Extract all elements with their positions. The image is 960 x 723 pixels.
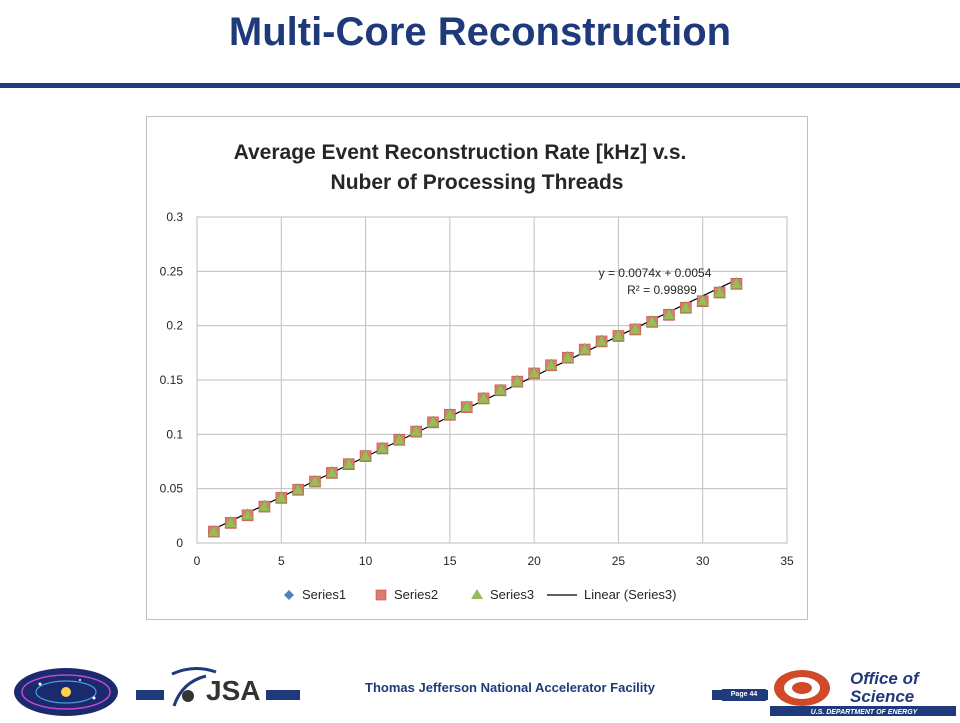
x-tick-label: 30 bbox=[696, 554, 710, 568]
jsa-logo-text: JSA bbox=[206, 675, 260, 706]
chart-title-line2: Nuber of Processing Threads bbox=[331, 171, 624, 194]
doe-logo-line3: U.S. DEPARTMENT OF ENERGY bbox=[811, 709, 919, 716]
series3-point bbox=[342, 457, 356, 469]
legend: Series1 Series2 Series3 Linear (Series3) bbox=[284, 587, 677, 602]
jsa-logo: JSA bbox=[166, 662, 266, 718]
series3-point bbox=[460, 400, 474, 412]
trend-r-squared: R² = 0.99899 bbox=[627, 283, 697, 297]
series3-point bbox=[713, 285, 726, 298]
series3-point bbox=[376, 441, 389, 454]
series3-point bbox=[426, 415, 440, 428]
series3-point bbox=[662, 307, 676, 320]
series3-point bbox=[696, 294, 710, 306]
y-tick-label: 0.3 bbox=[166, 210, 183, 224]
x-tick-label: 20 bbox=[527, 554, 541, 568]
data-markers bbox=[207, 276, 743, 538]
grid bbox=[196, 216, 788, 544]
series3-point bbox=[561, 350, 575, 363]
chart-area: Average Event Reconstruction Rate [kHz] … bbox=[146, 116, 808, 620]
reconstruction-rate-chart: Average Event Reconstruction Rate [kHz] … bbox=[160, 141, 794, 602]
series3-point bbox=[595, 334, 608, 347]
series3-point bbox=[308, 474, 322, 487]
nuclear-physics-logo bbox=[10, 662, 122, 718]
title-divider bbox=[0, 83, 960, 88]
x-tick-label: 15 bbox=[443, 554, 457, 568]
series3-point bbox=[274, 490, 288, 503]
series3-point bbox=[392, 432, 406, 445]
y-tick-label: 0 bbox=[176, 536, 183, 550]
series3-point bbox=[477, 391, 490, 404]
series3-point bbox=[207, 524, 221, 537]
footer-band-left bbox=[136, 690, 164, 700]
series3-point bbox=[258, 499, 271, 512]
series3-point bbox=[494, 383, 507, 396]
office-of-science-logo: Office of Science U.S. DEPARTMENT OF ENE… bbox=[770, 664, 956, 718]
trend-equation: y = 0.0074x + 0.0054 bbox=[599, 266, 712, 280]
legend-label: Series1 bbox=[302, 587, 346, 602]
y-tick-label: 0.1 bbox=[166, 427, 183, 441]
legend-marker-series1 bbox=[284, 590, 294, 600]
x-tick-label: 0 bbox=[194, 554, 201, 568]
footer-band-mid bbox=[266, 690, 300, 700]
series3-point bbox=[291, 482, 305, 495]
x-tick-label: 35 bbox=[780, 554, 794, 568]
series3-point bbox=[628, 322, 642, 335]
x-tick-label: 10 bbox=[359, 554, 373, 568]
y-tick-label: 0.15 bbox=[160, 373, 184, 387]
legend-marker-series2 bbox=[375, 589, 387, 601]
x-tick-label: 5 bbox=[278, 554, 285, 568]
series3-point bbox=[527, 366, 541, 379]
series3-point bbox=[645, 314, 659, 327]
page-number: Page 44 bbox=[722, 689, 766, 701]
series3-point bbox=[510, 374, 524, 387]
series3-point bbox=[325, 465, 339, 478]
doe-logo-line2: Science bbox=[850, 687, 914, 706]
series3-point bbox=[409, 424, 423, 437]
x-tick-label: 25 bbox=[612, 554, 626, 568]
y-tick-label: 0.2 bbox=[166, 319, 183, 333]
y-tick-label: 0.25 bbox=[160, 264, 184, 278]
series3-point bbox=[730, 276, 743, 289]
series3-point bbox=[612, 328, 625, 341]
legend-label: Series3 bbox=[490, 587, 534, 602]
trendline-series3 bbox=[213, 279, 737, 530]
series3-point bbox=[679, 300, 693, 313]
trendline bbox=[213, 279, 737, 530]
series3-point bbox=[578, 342, 592, 355]
footer-lab-name: Thomas Jefferson National Accelerator Fa… bbox=[365, 680, 655, 695]
chart-title-line1: Average Event Reconstruction Rate [kHz] … bbox=[234, 141, 687, 164]
series3-point bbox=[224, 515, 238, 528]
y-tick-label: 0.05 bbox=[160, 482, 184, 496]
series3-point bbox=[359, 449, 372, 461]
doe-logo-line1: Office of bbox=[850, 669, 921, 688]
series3-point bbox=[443, 407, 457, 420]
legend-marker-series3 bbox=[471, 589, 483, 599]
axis-ticks: 0 5 10 15 20 25 30 35 0 0.05 0.1 0.15 0.2 0.25 0.3 bbox=[160, 210, 794, 568]
legend-label: Series2 bbox=[394, 587, 438, 602]
slide-title: Multi-Core Reconstruction bbox=[228, 10, 732, 54]
series3-point bbox=[544, 358, 558, 371]
series3-point bbox=[241, 508, 254, 521]
legend-label: Linear (Series3) bbox=[584, 587, 677, 602]
